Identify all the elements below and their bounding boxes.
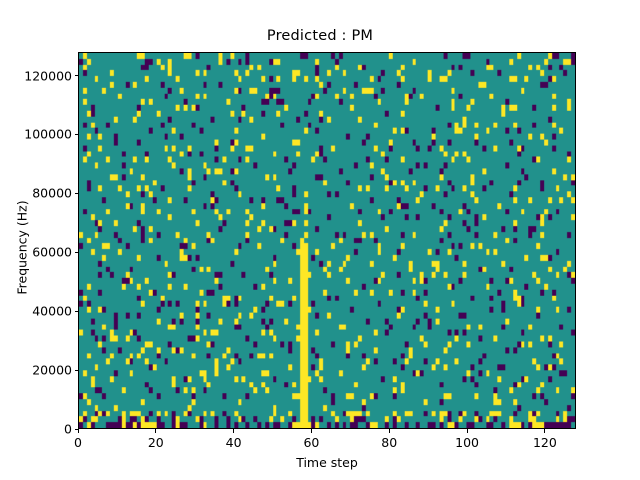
x-tick-label: 100 (455, 435, 479, 450)
x-tick-mark (233, 429, 235, 433)
x-tick-mark (544, 429, 546, 433)
y-tick-label: 80000 (32, 185, 72, 201)
x-tick-mark (310, 429, 312, 433)
y-tick-label: 0 (64, 421, 72, 437)
x-tick-mark (466, 429, 468, 433)
y-tick-label: 40000 (32, 303, 72, 319)
x-tick-mark (388, 429, 390, 433)
x-tick-label: 20 (147, 435, 164, 450)
x-tick-label: 120 (532, 435, 557, 450)
x-tick-label: 0 (74, 435, 82, 450)
x-tick-label: 40 (225, 435, 242, 450)
y-tick-mark (74, 310, 78, 312)
heatmap-axes[interactable] (78, 52, 576, 429)
y-tick-mark (74, 133, 78, 135)
y-tick-mark (74, 428, 78, 430)
y-tick-label: 20000 (32, 362, 72, 378)
y-tick-label: 100000 (24, 126, 72, 142)
chart-title: Predicted : PM (266, 28, 374, 44)
y-tick-mark (74, 369, 78, 371)
y-tick-label: 60000 (32, 244, 72, 260)
y-tick-mark (74, 75, 78, 77)
y-tick-mark (74, 192, 78, 194)
y-tick-mark (74, 251, 78, 253)
x-tick-mark (77, 429, 79, 433)
heatmap-image[interactable] (79, 53, 575, 428)
x-tick-mark (155, 429, 157, 433)
x-tick-label: 80 (381, 435, 398, 450)
x-tick-label: 60 (303, 435, 320, 450)
y-tick-label: 120000 (24, 68, 72, 84)
x-axis-label: Time step (296, 455, 358, 470)
